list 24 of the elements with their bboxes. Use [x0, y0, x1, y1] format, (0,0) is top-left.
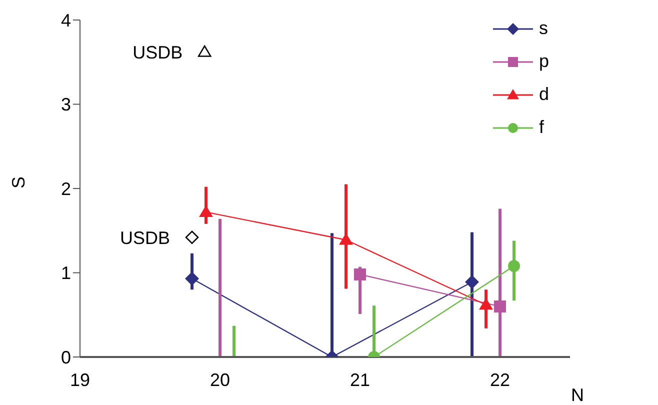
y-tick-label: 1: [60, 263, 71, 284]
y-tick-label: 3: [60, 94, 71, 115]
y-tick-label: 2: [60, 178, 71, 199]
annotation: USDB: [120, 228, 170, 248]
y-tick-label: 4: [60, 10, 71, 30]
point: [465, 275, 479, 290]
point: [354, 268, 366, 280]
x-tick-label: 20: [210, 370, 230, 390]
y-tick-label: 0: [60, 347, 71, 368]
point: [185, 272, 199, 286]
legend-label: p: [539, 51, 550, 72]
legend-label: s: [539, 18, 548, 39]
y-axis-title: S: [8, 176, 28, 188]
point: [198, 45, 212, 57]
x-axis-title: N: [571, 385, 584, 405]
point: [494, 300, 506, 312]
x-tick-label: 22: [490, 370, 510, 390]
x-tick-label: 19: [70, 370, 90, 390]
legend-label: d: [539, 84, 550, 105]
point: [185, 230, 199, 244]
legend-label: f: [539, 117, 544, 138]
point: [508, 260, 520, 272]
x-tick-label: 21: [350, 370, 370, 390]
annotation: USDB: [132, 42, 183, 62]
